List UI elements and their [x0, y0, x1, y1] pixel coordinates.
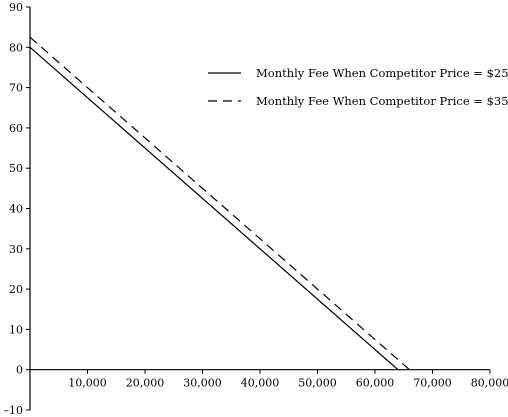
- x-tick-label: 20,000: [126, 377, 165, 390]
- series-line-2: [29, 36, 410, 371]
- series-line-1: [29, 46, 399, 371]
- y-tick-label: 90: [9, 1, 23, 14]
- y-tick-label: 50: [9, 162, 23, 175]
- x-tick-label: 80,000: [471, 377, 508, 390]
- legend: Monthly Fee When Competitor Price = $25 M…: [208, 66, 508, 108]
- y-tick-label: 80: [9, 41, 23, 54]
- y-axis-ticks: –10 0 10 20 30 40 50 60 70 80 90: [4, 1, 30, 417]
- y-tick-label: 60: [9, 122, 23, 135]
- legend-label-2: Monthly Fee When Competitor Price = $35: [256, 94, 508, 108]
- x-tick-label: 40,000: [241, 377, 280, 390]
- y-tick-label: 30: [9, 243, 23, 256]
- x-tick-label: 60,000: [356, 377, 395, 390]
- x-axis-ticks: 10,000 20,000 30,000 40,000 50,000 60,000 70,0…: [68, 369, 508, 390]
- y-tick-label: –10: [4, 404, 24, 417]
- y-tick-label: 70: [9, 82, 23, 95]
- y-tick-label: 40: [9, 203, 23, 216]
- y-tick-label: 20: [9, 283, 23, 296]
- x-tick-label: 10,000: [68, 377, 107, 390]
- x-tick-label: 30,000: [183, 377, 222, 390]
- legend-label-1: Monthly Fee When Competitor Price = $25: [256, 66, 508, 80]
- x-tick-label: 70,000: [413, 377, 452, 390]
- series-layer: [29, 36, 410, 371]
- y-tick-label: 10: [9, 323, 23, 336]
- y-tick-label: 0: [16, 364, 23, 377]
- x-tick-label: 50,000: [298, 377, 337, 390]
